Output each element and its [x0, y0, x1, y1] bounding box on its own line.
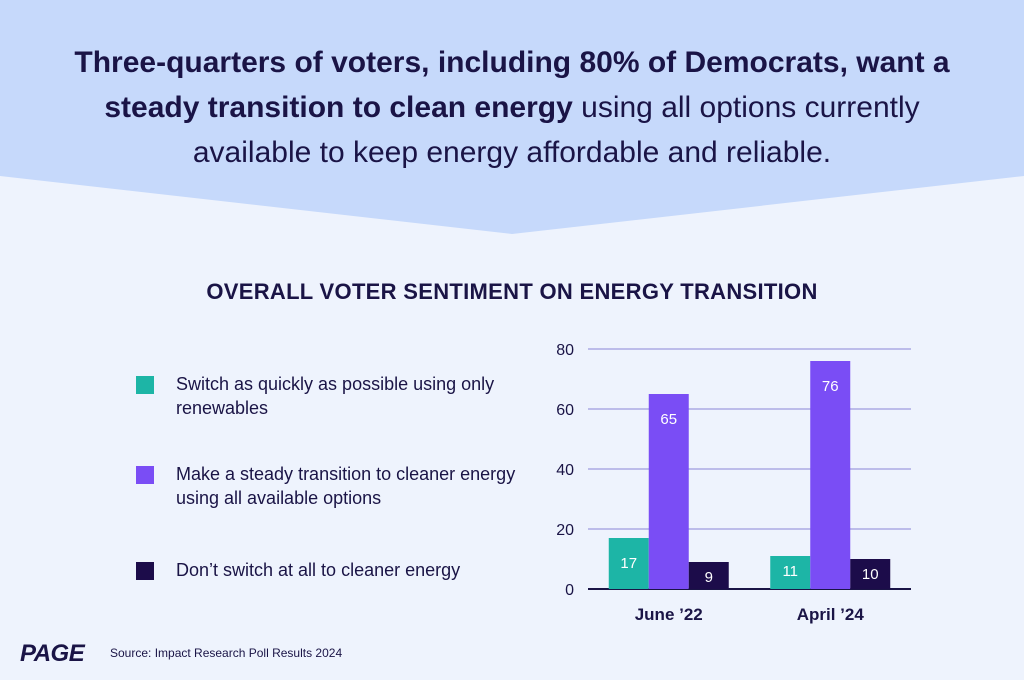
data-label: 76	[822, 378, 839, 395]
data-label: 9	[705, 569, 713, 586]
legend-item-steady-transition: Make a steady transition to cleaner ener…	[136, 462, 516, 510]
headline-bold: Three-quarters of voters, including 80% …	[74, 46, 950, 124]
y-tick-label: 0	[565, 582, 574, 599]
legend-label-steady-transition: Make a steady transition to cleaner ener…	[176, 464, 516, 508]
legend-label-no-switch: Don’t switch at all to cleaner energy	[176, 560, 461, 580]
legend-swatch-no-switch	[136, 562, 154, 580]
legend-swatch-renewables	[136, 376, 154, 394]
legend-label-renewables: Switch as quickly as possible using only…	[176, 374, 495, 418]
legend-item-renewables: Switch as quickly as possible using only…	[136, 372, 516, 420]
bar-chart: 0 20 40 60 80 17 65 9 June ’22 11 76 10 April ’24	[556, 342, 911, 624]
banner-shape	[0, 0, 1024, 234]
legend-item-no-switch: Don’t switch at all to cleaner energy	[136, 558, 516, 582]
data-label: 65	[660, 411, 677, 428]
source-note: Source: Impact Research Poll Results 202…	[110, 646, 343, 660]
page-logo: PAGE	[20, 640, 85, 667]
headline: Three-quarters of voters, including 80% …	[60, 40, 964, 175]
bar	[810, 361, 851, 589]
legend-swatch-steady-transition	[136, 466, 154, 484]
y-tick-label: 80	[556, 342, 574, 359]
data-label: 11	[782, 563, 798, 580]
y-tick-label: 40	[556, 462, 574, 479]
bar	[770, 556, 811, 589]
y-tick-label: 60	[556, 402, 574, 419]
header-banner	[0, 0, 1024, 234]
x-tick-label: April ’24	[797, 605, 865, 624]
bar	[608, 538, 649, 589]
bar	[648, 394, 689, 589]
headline-regular: using all options currently available to…	[192, 91, 920, 169]
x-tick-label: June ’22	[635, 605, 703, 624]
bar	[688, 562, 729, 589]
bar	[850, 559, 891, 589]
y-tick-label: 20	[556, 522, 574, 539]
chart-title: OVERALL VOTER SENTIMENT ON ENERGY TRANSI…	[206, 279, 818, 304]
data-label: 17	[620, 555, 637, 572]
data-label: 10	[862, 566, 879, 583]
